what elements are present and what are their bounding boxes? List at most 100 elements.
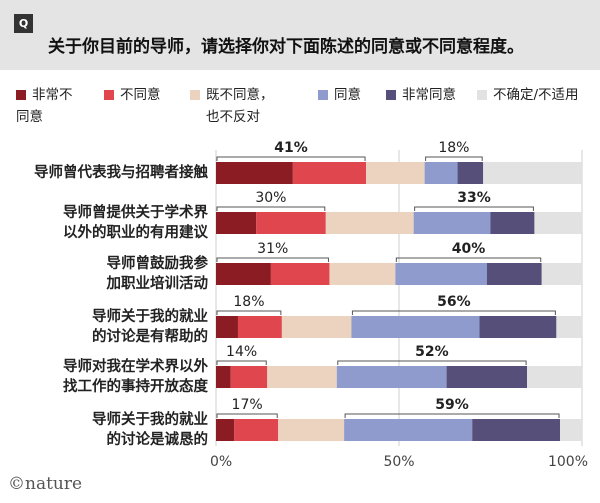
category-label-line: 导师关于我的就业	[92, 412, 208, 428]
bracket	[216, 360, 267, 365]
category-label-line: 找工作的事持开放态度	[63, 379, 208, 395]
legend-swatch	[318, 90, 328, 100]
bar-segment	[413, 212, 491, 234]
bracket	[344, 413, 560, 418]
legend-swatch	[16, 90, 26, 100]
legend-label-line: 非常同意	[402, 87, 456, 103]
category-label-line: 导师曾提供关于学术界	[63, 205, 208, 221]
legend-swatch	[386, 90, 396, 100]
bar-segment	[216, 366, 231, 388]
bar-segment	[446, 366, 528, 388]
bar-segment	[395, 263, 487, 285]
x-tick-label: 50%	[383, 454, 414, 470]
category-label-line: 导师曾鼓励我参	[106, 256, 209, 272]
bar-segment	[216, 162, 293, 184]
bar-segment	[216, 212, 257, 234]
bar-segment	[292, 162, 367, 184]
legend-label-line: 不确定/不适用	[493, 87, 579, 103]
bar-segment	[366, 162, 425, 184]
category-label-line: 导师曾代表我与招聘者接触	[34, 165, 208, 181]
legend-swatch	[104, 90, 114, 100]
legend-label-line: 既不同意，	[206, 87, 274, 103]
bar-segment	[486, 263, 542, 285]
x-tick-label: 100%	[548, 454, 588, 470]
bracket	[395, 257, 542, 262]
agree-total-label: 56%	[437, 294, 471, 310]
bar-segment	[424, 162, 458, 184]
bar-segment	[534, 212, 582, 234]
bar-segment	[483, 162, 582, 184]
question-badge: Q	[14, 14, 33, 33]
bar-segment	[216, 263, 271, 285]
agree-total-label: 52%	[415, 344, 449, 360]
legend-label: 既不同意， 也不反对	[206, 84, 274, 128]
bracket	[216, 257, 329, 262]
bracket	[216, 310, 282, 315]
bar-segment	[329, 263, 396, 285]
bracket	[351, 310, 556, 315]
bar-segment	[237, 316, 282, 338]
bar-segment	[527, 366, 582, 388]
question-text: 关于你目前的导师，请选择你对下面陈述的同意或不同意程度。	[48, 37, 524, 57]
legend-label: 同意	[334, 84, 361, 106]
bar-segment	[457, 162, 484, 184]
bracket	[414, 206, 534, 211]
bar-segment	[281, 316, 352, 338]
bar-segment	[556, 316, 582, 338]
category-label: 导师曾代表我与招聘者接触	[8, 163, 208, 183]
bar-segment	[230, 366, 268, 388]
bracket	[216, 156, 366, 161]
legend-label-line: 非常不	[32, 87, 73, 103]
bar-segment	[325, 212, 414, 234]
disagree-total-label: 18%	[233, 294, 264, 310]
agree-total-label: 40%	[452, 241, 486, 257]
category-label-line: 以外的职业的有用建议	[63, 225, 208, 241]
bar-segment	[541, 263, 582, 285]
disagree-total-label: 41%	[274, 140, 308, 156]
category-label: 导师对我在学术界以外 找工作的事持开放态度	[8, 357, 208, 397]
legend-label: 不确定/不适用	[493, 84, 579, 106]
bar-segment	[490, 212, 535, 234]
category-label: 导师曾鼓励我参 加职业培训活动	[8, 254, 209, 294]
bar-segment	[479, 316, 557, 338]
disagree-total-label: 31%	[257, 241, 288, 257]
bracket	[425, 156, 483, 161]
category-label-line: 的讨论是诚恳的	[106, 432, 209, 448]
question-header: Q 关于你目前的导师，请选择你对下面陈述的同意或不同意程度。	[0, 0, 600, 70]
legend-label-line: 也不反对	[206, 109, 260, 125]
legend-swatch	[477, 90, 487, 100]
disagree-total-label: 17%	[232, 397, 263, 413]
bar-segment	[344, 419, 473, 441]
bar-segment	[351, 316, 480, 338]
nature-logo: ©nature	[8, 474, 83, 494]
legend-label: 不同意	[120, 84, 161, 106]
bar-segment	[216, 419, 235, 441]
agree-total-label: 18%	[438, 140, 469, 156]
bar-segment	[270, 263, 330, 285]
category-label-line: 的讨论是有帮助的	[92, 329, 208, 345]
bracket	[216, 413, 278, 418]
category-label-line: 导师关于我的就业	[92, 309, 208, 325]
agree-total-label: 59%	[435, 397, 469, 413]
bar-segment	[278, 419, 345, 441]
bar-segment	[256, 212, 326, 234]
bracket	[216, 206, 326, 211]
disagree-total-label: 14%	[226, 344, 257, 360]
legend-label-line: 不同意	[120, 87, 161, 103]
legend-label-line: 同意	[16, 109, 43, 125]
bracket	[337, 360, 527, 365]
x-tick-label: 0%	[210, 454, 232, 470]
category-label-line: 导师对我在学术界以外	[63, 359, 208, 375]
category-label-line: 加职业培训活动	[106, 276, 209, 292]
agree-total-label: 33%	[457, 190, 491, 206]
bar-segment	[216, 316, 238, 338]
legend-label: 非常同意	[402, 84, 456, 106]
disagree-total-label: 30%	[255, 190, 286, 206]
category-label: 导师关于我的就业的讨论是诚恳的	[8, 410, 208, 450]
bar-segment	[336, 366, 447, 388]
legend-label-line: 同意	[334, 87, 361, 103]
bar-segment	[472, 419, 561, 441]
category-label: 导师曾提供关于学术界 以外的职业的有用建议	[8, 203, 208, 243]
category-label: 导师关于我的就业 的讨论是有帮助的	[8, 307, 208, 347]
bar-segment	[267, 366, 337, 388]
